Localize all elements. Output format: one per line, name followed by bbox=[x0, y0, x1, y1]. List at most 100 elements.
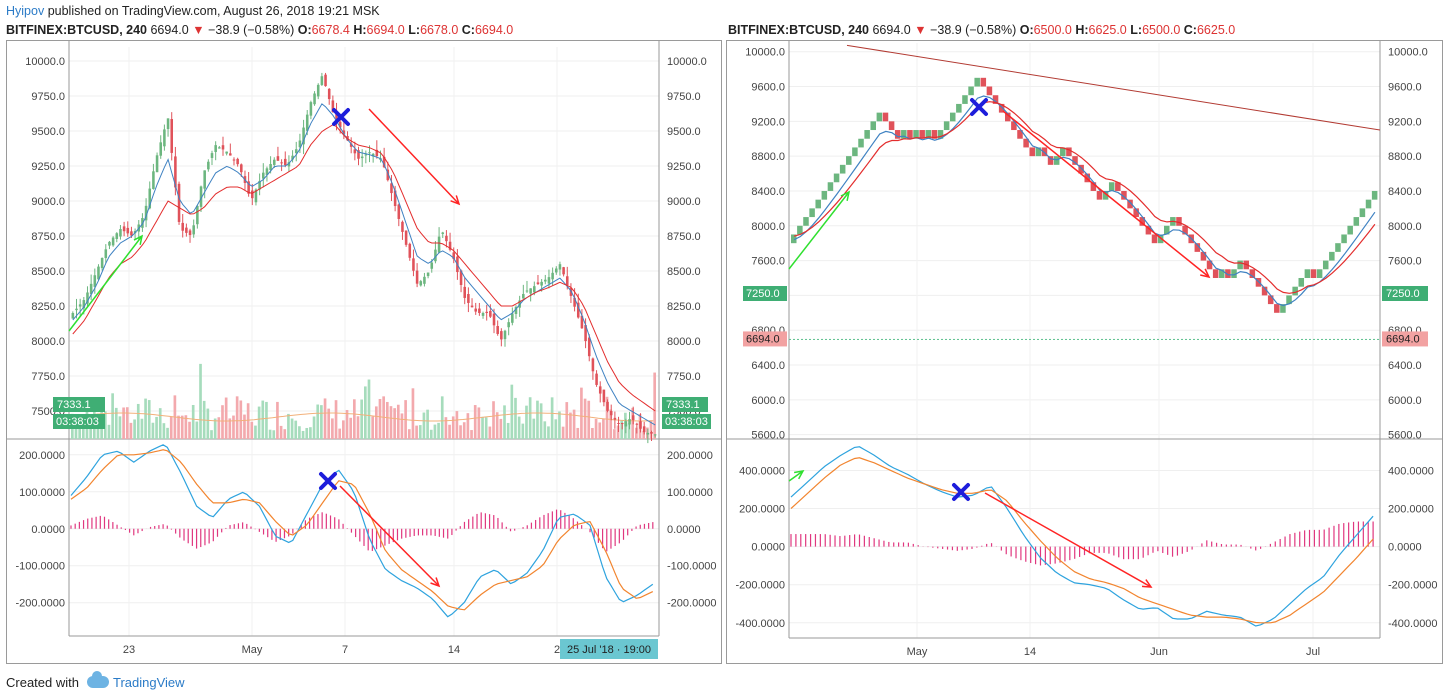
left-volume-bar bbox=[144, 398, 147, 439]
right-renko-brick bbox=[1145, 225, 1152, 235]
left-candle-body bbox=[287, 162, 291, 167]
left-candle-body bbox=[152, 171, 155, 189]
left-candle-body bbox=[463, 286, 467, 298]
left-volume-bar bbox=[528, 397, 532, 439]
left-volume-bar bbox=[305, 427, 309, 439]
left-candle-body bbox=[639, 421, 642, 429]
left-volume-bar bbox=[609, 409, 613, 439]
left-candle-body bbox=[302, 127, 305, 145]
right-change: −38.9 (−0.58%) bbox=[930, 23, 1017, 37]
left-volume-ma bbox=[70, 412, 654, 422]
left-volume-bar bbox=[169, 416, 173, 439]
right-chart-panel[interactable]: 10000.0 10000.0 9600.0 9600.0 9200.0 9200.0 88… bbox=[726, 40, 1443, 664]
right-price-tick-right: 8000.0 bbox=[1388, 221, 1422, 233]
left-candle-body bbox=[434, 249, 437, 262]
left-candle-body bbox=[547, 277, 551, 284]
right-renko-brick bbox=[1274, 304, 1280, 313]
right-renko-brick bbox=[1108, 182, 1115, 191]
left-x-tick: 2 bbox=[554, 644, 560, 656]
left-volume-bar bbox=[422, 412, 426, 439]
left-candle-body bbox=[335, 111, 338, 121]
left-price-down-arrow bbox=[368, 108, 460, 205]
right-renko-brick bbox=[1005, 112, 1011, 122]
left-o-label: O: bbox=[297, 23, 312, 37]
right-x-tick: 14 bbox=[1024, 646, 1036, 658]
right-renko-brick bbox=[1267, 295, 1274, 305]
left-volume-bar bbox=[459, 425, 462, 439]
right-renko-brick bbox=[907, 130, 913, 139]
left-candle-body bbox=[525, 290, 529, 292]
right-price-badge-left bbox=[743, 286, 787, 301]
left-candle-body bbox=[437, 236, 441, 253]
left-volume-bar bbox=[591, 427, 594, 439]
tradingview-link[interactable]: TradingView bbox=[112, 675, 185, 690]
left-volume-bar bbox=[155, 416, 158, 439]
left-candle-body bbox=[276, 156, 280, 161]
left-candle-body bbox=[214, 145, 217, 152]
right-renko-brick bbox=[1335, 243, 1341, 252]
author-link[interactable]: Hyipov bbox=[6, 4, 45, 18]
right-renko-brick bbox=[1115, 182, 1121, 191]
right-renko-brick bbox=[1151, 234, 1158, 244]
left-candle-body bbox=[254, 189, 258, 203]
left-candle-body bbox=[261, 172, 265, 179]
created-with: Created with bbox=[6, 675, 79, 690]
left-candle-body bbox=[565, 276, 569, 286]
right-renko-brick bbox=[1084, 173, 1091, 183]
left-volume-bar bbox=[287, 413, 290, 439]
left-volume-bar bbox=[151, 422, 155, 439]
right-osc-tick-right: -400.0000 bbox=[1388, 618, 1438, 630]
left-volume-bar bbox=[620, 420, 624, 439]
right-osc-tick-left: -200.0000 bbox=[735, 580, 785, 592]
left-candle-body bbox=[540, 281, 543, 286]
left-volume-bar bbox=[506, 422, 510, 439]
right-price-tick-right: 8800.0 bbox=[1388, 151, 1422, 163]
right-renko-brick bbox=[1261, 286, 1268, 296]
left-candle-body bbox=[210, 153, 214, 158]
right-renko-brick bbox=[803, 217, 809, 226]
left-volume-bar bbox=[188, 421, 191, 439]
left-volume-bar bbox=[257, 406, 261, 439]
left-volume-bar bbox=[81, 428, 85, 439]
right-renko-brick bbox=[1310, 269, 1317, 278]
left-candle-body bbox=[221, 145, 225, 150]
left-price-tick-left: 8500.0 bbox=[31, 266, 65, 278]
right-renko-brick bbox=[797, 225, 803, 235]
left-time-badge-right-text: 03:38:03 bbox=[665, 416, 708, 428]
left-chart-svg[interactable]: 10000.0 10000.0 9750.0 9750.0 9500.0 9500.0 92… bbox=[7, 41, 721, 663]
right-osc-tick-right: 400.0000 bbox=[1388, 465, 1434, 477]
left-candle-body bbox=[126, 227, 130, 234]
right-renko-brick bbox=[1139, 217, 1146, 226]
right-renko-brick bbox=[1072, 156, 1078, 165]
left-candle-body bbox=[338, 121, 342, 128]
left-volume-bar bbox=[616, 425, 620, 439]
left-candle-body bbox=[331, 100, 335, 112]
right-renko-brick bbox=[1029, 147, 1035, 157]
left-volume-bar bbox=[345, 409, 349, 439]
left-osc-tick-right: 200.0000 bbox=[667, 450, 713, 462]
left-candle-body bbox=[199, 186, 203, 207]
left-candle-body bbox=[177, 183, 181, 222]
left-price-tick-left: 9250.0 bbox=[31, 161, 65, 173]
right-renko-brick bbox=[894, 130, 901, 139]
right-renko-brick bbox=[858, 138, 864, 148]
left-l-value: 6678.0 bbox=[420, 23, 459, 37]
right-macd-down-arrow bbox=[984, 492, 1152, 588]
left-price-tick-left: 8750.0 bbox=[31, 231, 65, 243]
left-candle-body bbox=[104, 249, 108, 258]
left-candle-body bbox=[514, 306, 518, 314]
left-volume-bar bbox=[232, 415, 235, 439]
left-candle-body bbox=[71, 313, 75, 319]
left-volume-bar bbox=[473, 405, 477, 439]
left-volume-bar bbox=[594, 418, 598, 439]
left-volume-bar bbox=[158, 408, 162, 439]
left-macd-down-arrow bbox=[339, 485, 440, 587]
left-symbol-line: BITFINEX:BTCUSD, 240 6694.0 ▼ −38.9 (−0.… bbox=[6, 23, 513, 37]
right-x-tick: Jun bbox=[1150, 646, 1168, 658]
right-renko-brick bbox=[821, 190, 828, 200]
left-chart-panel[interactable]: 10000.0 10000.0 9750.0 9750.0 9500.0 9500.0 92… bbox=[6, 40, 722, 664]
right-uptrend-arrow bbox=[788, 191, 850, 270]
left-price-tick-right: 9500.0 bbox=[667, 126, 701, 138]
publish-header: Hyipov published on TradingView.com, Aug… bbox=[6, 4, 380, 18]
right-chart-svg[interactable]: 10000.0 10000.0 9600.0 9600.0 9200.0 9200.0 88… bbox=[727, 41, 1442, 663]
